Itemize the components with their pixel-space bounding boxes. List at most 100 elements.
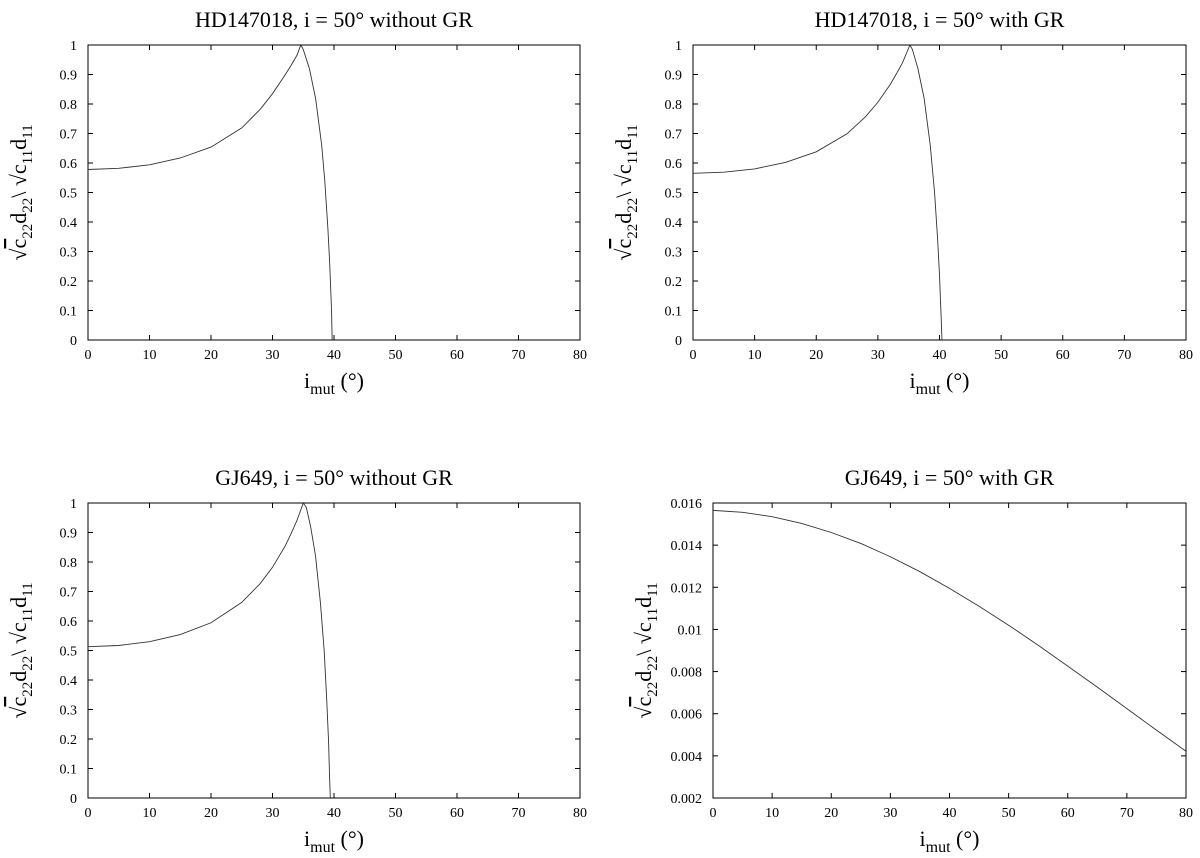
x-tick-label: 0 (710, 806, 717, 821)
series-line-1 (712, 509, 1187, 752)
chart-title: HD147018, i = 50° without GR (195, 7, 473, 32)
y-tick-label: 0.2 (60, 275, 78, 290)
x-tick-label: 40 (943, 806, 957, 821)
y-tick-label: 0 (70, 792, 77, 807)
y-axis-label: √c22d22\ √c11d11 (6, 124, 36, 260)
y-axis-label: √c22d22\ √c11d11 (6, 582, 36, 718)
plot-frame (87, 44, 581, 341)
x-axis-label: imut (°) (910, 368, 970, 398)
chart-panel-1: HD147018, i = 50° without GR0 10 20 30 40 50 6… (6, 7, 587, 398)
x-tick-label: 20 (809, 348, 823, 363)
x-tick-label: 10 (748, 348, 762, 363)
chart-title: HD147018, i = 50° with GR (815, 7, 1065, 32)
y-tick-label: 0.8 (60, 556, 78, 571)
y-tick-label: 0.7 (60, 128, 78, 143)
series-line-1 (692, 43, 943, 341)
chart-panel-4: GJ649, i = 50° with GR 0 10 20 30 40 50 60 70 80 0… (631, 465, 1193, 856)
y-tick-label: 0.5 (60, 187, 78, 202)
y-tick-label: 0.012 (671, 581, 703, 596)
y-tick-label: 0.2 (60, 733, 78, 748)
x-tick-label: 70 (512, 806, 526, 821)
y-tick-label: 1 (70, 497, 77, 512)
y-tick-label: 0.3 (60, 246, 78, 261)
chart-panel-2: HD147018, i = 50° with GR0 10 20 30 40 50 60 70… (611, 7, 1193, 398)
x-tick-label: 10 (765, 806, 779, 821)
x-tick-label: 30 (883, 806, 897, 821)
chart-title: GJ649, i = 50° without GR (215, 465, 453, 490)
y-tick-label: 0.002 (671, 792, 703, 807)
y-tick-label: 0 (70, 334, 77, 349)
y-tick-label: 0 (675, 334, 682, 349)
chart-panel-3: GJ649, i = 50° without GR0 10 20 30 40 50 60 70… (6, 465, 587, 856)
y-tick-label: 0.2 (665, 275, 683, 290)
y-tick-label: 0.016 (671, 497, 703, 512)
x-tick-label: 20 (824, 806, 838, 821)
x-tick-label: 0 (690, 348, 697, 363)
x-tick-label: 50 (1002, 806, 1016, 821)
x-tick-label: 0 (85, 806, 92, 821)
plot-frame (87, 502, 581, 799)
x-tick-label: 20 (204, 806, 218, 821)
x-tick-label: 80 (1179, 348, 1193, 363)
y-tick-label: 0.3 (665, 246, 683, 261)
x-tick-label: 70 (1120, 806, 1134, 821)
y-tick-label: 0.008 (671, 666, 703, 681)
y-axis-label: √c22d22\ √c11d11 (631, 582, 661, 718)
x-tick-label: 50 (994, 348, 1008, 363)
y-axis-label: √c22d22\ √c11d11 (611, 124, 641, 260)
plot-frame (692, 44, 1187, 341)
x-axis-label: imut (°) (304, 826, 364, 856)
x-tick-label: 40 (327, 348, 341, 363)
y-tick-label: 1 (675, 39, 682, 54)
x-tick-label: 70 (1117, 348, 1131, 363)
x-axis-label: imut (°) (920, 826, 980, 856)
y-tick-label: 0.1 (665, 305, 683, 320)
x-tick-label: 80 (573, 348, 587, 363)
x-tick-label: 20 (204, 348, 218, 363)
x-tick-label: 80 (573, 806, 587, 821)
x-tick-label: 70 (512, 348, 526, 363)
x-tick-label: 30 (871, 348, 885, 363)
y-tick-label: 0.3 (60, 704, 78, 719)
y-tick-label: 0.6 (60, 615, 78, 630)
y-tick-label: 0.4 (60, 674, 78, 689)
y-tick-label: 1 (70, 39, 77, 54)
y-tick-label: 0.7 (60, 586, 78, 601)
x-tick-label: 60 (450, 806, 464, 821)
x-axis-label: imut (°) (304, 368, 364, 398)
x-tick-label: 50 (389, 348, 403, 363)
x-tick-label: 60 (1056, 348, 1070, 363)
chart-title: GJ649, i = 50° with GR (845, 465, 1055, 490)
series-line-1 (87, 502, 331, 799)
y-tick-label: 0.5 (665, 187, 683, 202)
x-tick-label: 40 (933, 348, 947, 363)
x-tick-label: 0 (85, 348, 92, 363)
y-tick-label: 0.4 (60, 216, 78, 231)
y-tick-label: 0.5 (60, 645, 78, 660)
y-tick-label: 0.9 (60, 527, 78, 542)
y-tick-label: 0.1 (60, 763, 78, 778)
y-tick-label: 0.01 (678, 623, 703, 638)
y-tick-label: 0.006 (671, 708, 703, 723)
y-tick-label: 0.4 (665, 216, 683, 231)
y-tick-label: 0.8 (60, 98, 78, 113)
plot-frame (712, 502, 1187, 799)
y-tick-label: 0.9 (665, 69, 683, 84)
x-tick-label: 60 (450, 348, 464, 363)
y-tick-label: 0.6 (60, 157, 78, 172)
x-tick-label: 80 (1179, 806, 1193, 821)
y-tick-label: 0.7 (665, 128, 683, 143)
x-tick-label: 60 (1061, 806, 1075, 821)
y-tick-label: 0.004 (671, 750, 703, 765)
x-tick-label: 30 (266, 348, 280, 363)
series-line-1 (87, 43, 333, 341)
y-tick-label: 0.6 (665, 157, 683, 172)
y-tick-label: 0.1 (60, 305, 78, 320)
y-tick-label: 0.8 (665, 98, 683, 113)
y-tick-label: 0.9 (60, 69, 78, 84)
x-tick-label: 40 (327, 806, 341, 821)
x-tick-label: 50 (389, 806, 403, 821)
x-tick-label: 10 (143, 806, 157, 821)
x-tick-label: 30 (266, 806, 280, 821)
